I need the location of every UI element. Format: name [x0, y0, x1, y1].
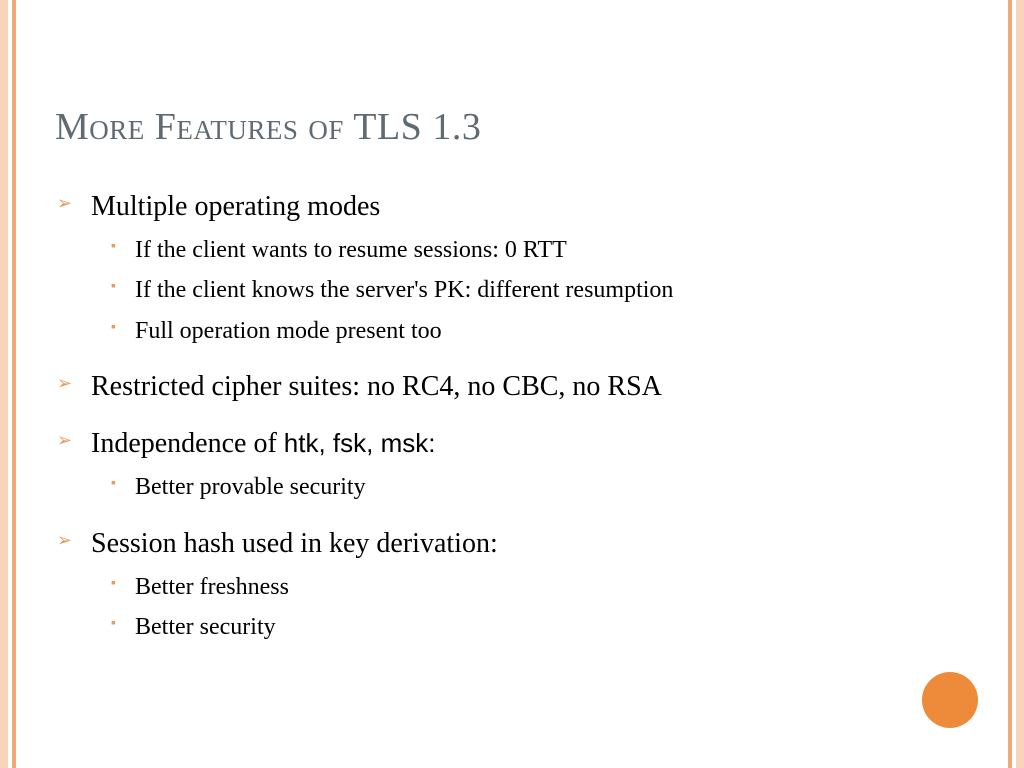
slide-title: More Features of TLS 1.3 [55, 105, 969, 149]
decorative-circle-icon [922, 672, 978, 728]
sub-item: If the client knows the server's PK: dif… [91, 274, 969, 306]
sub-item: Better security [91, 611, 969, 643]
item-text: Restricted cipher suites: no RC4, no CBC… [91, 371, 662, 402]
right-border-decoration [1002, 0, 1024, 768]
sub-item: Better provable security [91, 471, 969, 503]
item-text: Multiple operating modes [91, 191, 380, 222]
slide-content: More Features of TLS 1.3 Multiple operat… [55, 0, 969, 768]
sub-item: Full operation mode present too [91, 315, 969, 347]
item-text-sans: htk, fsk, msk: [284, 428, 436, 458]
sub-item: Better freshness [91, 571, 969, 603]
left-border-decoration [0, 0, 22, 768]
bullet-list: Multiple operating modes If the client w… [55, 189, 969, 643]
item-text-prefix: Independence of [91, 428, 284, 459]
item-text: Session hash used in key derivation: [91, 528, 498, 559]
list-item: Independence of htk, fsk, msk: Better pr… [55, 426, 969, 503]
list-item: Restricted cipher suites: no RC4, no CBC… [55, 369, 969, 404]
sub-item: If the client wants to resume sessions: … [91, 234, 969, 266]
list-item: Session hash used in key derivation: Bet… [55, 526, 969, 644]
list-item: Multiple operating modes If the client w… [55, 189, 969, 347]
